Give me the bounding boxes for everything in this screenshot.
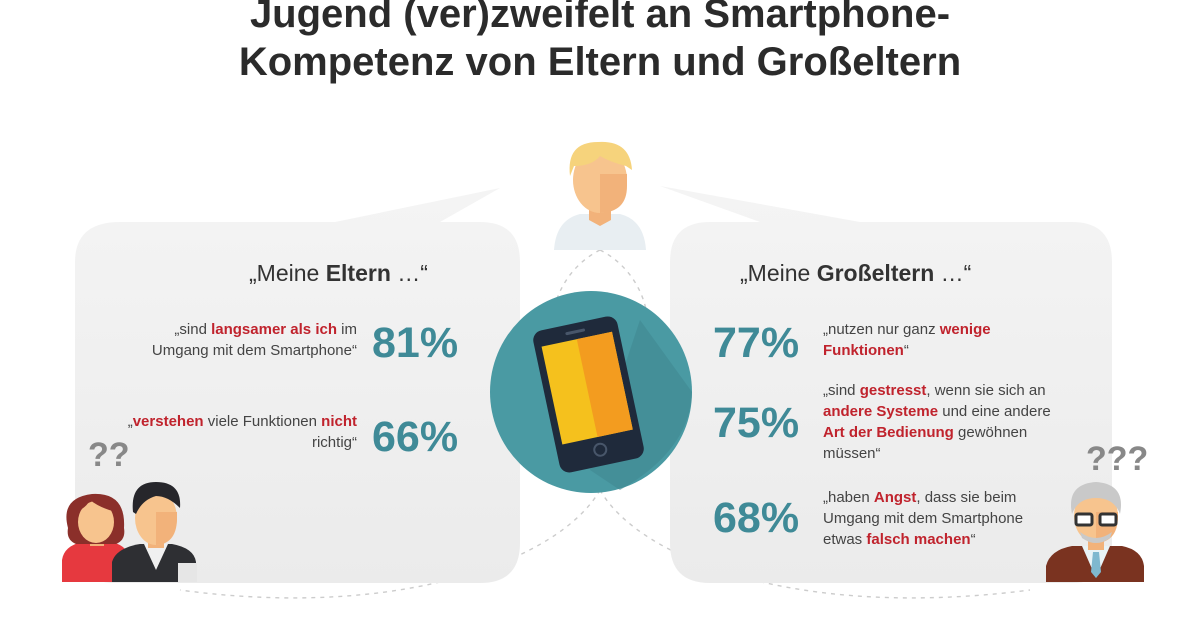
left-heading-open: „Meine bbox=[249, 260, 326, 286]
right-heading-close: …“ bbox=[934, 260, 972, 286]
highlighted-text: gestresst bbox=[859, 382, 927, 399]
statement-text: , wenn sie sich an bbox=[926, 382, 1046, 399]
right-statement-3: „haben Angst, dass sie beim Umgang mit d… bbox=[823, 487, 1053, 550]
statement-text: „ bbox=[127, 413, 133, 430]
smartphone-icon bbox=[490, 291, 692, 493]
right-statement-2: „sind gestresst, wenn sie sich an andere… bbox=[823, 380, 1068, 464]
highlighted-text: wenige Funktionen bbox=[823, 321, 991, 359]
left-percent-1: 81% bbox=[372, 319, 459, 367]
right-statement-1: „nutzen nur ganz wenige Funktionen“ bbox=[823, 319, 1018, 361]
title-line-2: Kompetenz von Eltern und Großeltern bbox=[238, 40, 962, 84]
highlighted-text: andere Systeme bbox=[823, 403, 939, 420]
left-statement-1: „sind langsamer als ich im Umgang mit de… bbox=[115, 319, 357, 361]
statement-text: , dass sie beim Umgang mit dem Smartphon… bbox=[823, 489, 1024, 548]
statement-text: „sind bbox=[823, 382, 860, 399]
left-statement-2: „verstehen viele Funktionen nicht richti… bbox=[115, 411, 357, 453]
right-heading: „Meine Großeltern …“ bbox=[740, 260, 971, 287]
statement-text: „nutzen nur ganz bbox=[823, 321, 940, 338]
left-heading-bold: Eltern bbox=[325, 260, 391, 286]
right-speech-bubble bbox=[660, 186, 1112, 583]
statement-text: viele Funktionen bbox=[203, 413, 322, 430]
highlighted-text: falsch machen bbox=[866, 531, 971, 548]
left-question-marks: ?? bbox=[88, 436, 130, 474]
page-title: Jugend (ver)zweifelt an Smartphone- Komp… bbox=[0, 0, 1200, 86]
highlighted-text: Art der Bedienung bbox=[823, 424, 954, 441]
right-question-marks: ??? bbox=[1086, 440, 1149, 478]
teen-avatar-icon bbox=[554, 141, 646, 250]
statement-text: gewöhnen müssen“ bbox=[823, 424, 1028, 462]
right-heading-open: „Meine bbox=[740, 260, 817, 286]
left-speech-bubble bbox=[75, 188, 520, 583]
right-percent-2: 75% bbox=[713, 399, 800, 447]
title-line-1: Jugend (ver)zweifelt an Smartphone- bbox=[249, 0, 951, 36]
left-percent-2: 66% bbox=[372, 413, 459, 461]
statement-text: “ bbox=[970, 531, 976, 548]
left-heading: „Meine Eltern …“ bbox=[249, 260, 428, 287]
right-percent-3: 68% bbox=[713, 494, 800, 542]
grandfather-icon bbox=[1046, 482, 1144, 582]
parents-icon bbox=[62, 482, 197, 582]
highlighted-text: langsamer als ich bbox=[211, 321, 337, 338]
highlighted-text: Angst bbox=[873, 489, 917, 506]
statement-text: „sind bbox=[174, 321, 212, 338]
statement-text: “ bbox=[903, 342, 909, 359]
statement-text: richtig“ bbox=[311, 434, 357, 451]
right-heading-bold: Großeltern bbox=[816, 260, 935, 286]
highlighted-text: nicht bbox=[321, 413, 357, 430]
statement-text: und eine andere bbox=[938, 403, 1051, 420]
highlighted-text: verstehen bbox=[132, 413, 204, 430]
statement-text: im Umgang mit dem Smartphone“ bbox=[151, 321, 357, 359]
left-heading-close: …“ bbox=[390, 260, 428, 286]
right-percent-1: 77% bbox=[713, 319, 800, 367]
statement-text: „haben bbox=[823, 489, 874, 506]
